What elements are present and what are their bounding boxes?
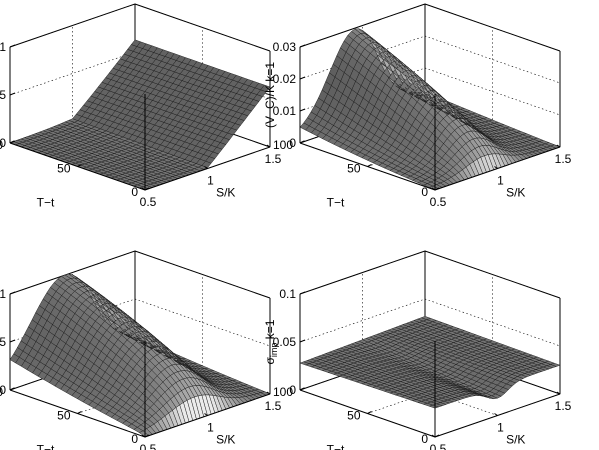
z-tick-label: 0.1 bbox=[279, 287, 296, 301]
surface-mesh bbox=[9, 273, 271, 438]
z-tick-label: 0 bbox=[0, 136, 6, 150]
x-axis-label: S/K bbox=[506, 185, 525, 199]
z-tick-label: 1 bbox=[0, 40, 6, 54]
x-tick-label: 1 bbox=[497, 174, 504, 188]
surface-mesh bbox=[299, 316, 561, 409]
y-axis-label: T−t bbox=[37, 443, 55, 450]
z-tick bbox=[299, 108, 306, 112]
x-tick bbox=[266, 144, 271, 148]
y-tick-label: 100 bbox=[0, 138, 3, 152]
x-tick-label: 0.5 bbox=[430, 442, 447, 450]
y-tick-label: 100 bbox=[273, 138, 293, 152]
box-edge bbox=[424, 250, 561, 299]
y-tick bbox=[77, 164, 82, 167]
y-tick bbox=[144, 187, 150, 191]
grid-line bbox=[299, 3, 561, 52]
x-axis-label: S/K bbox=[506, 432, 525, 446]
box-edge bbox=[9, 3, 136, 48]
y-axis-label: T−t bbox=[37, 196, 55, 210]
box-edge bbox=[299, 250, 426, 295]
z-tick bbox=[9, 44, 16, 48]
x-tick-label: 1 bbox=[207, 174, 214, 188]
x-tick bbox=[141, 187, 146, 191]
y-tick-label: 0 bbox=[131, 185, 138, 199]
y-tick-label: 0 bbox=[421, 185, 428, 199]
x-tick-label: 0.5 bbox=[140, 442, 157, 450]
x-tick-label: 1.5 bbox=[555, 399, 572, 413]
y-tick-label: 50 bbox=[57, 409, 71, 423]
x-tick bbox=[204, 166, 208, 169]
x-tick bbox=[494, 413, 498, 416]
y-tick bbox=[367, 164, 372, 167]
x-axis-label: S/K bbox=[216, 185, 235, 199]
y-axis-label: T−t bbox=[327, 196, 345, 210]
box-edge bbox=[134, 250, 271, 299]
grid-line bbox=[299, 250, 561, 299]
z-tick-label: 0.1 bbox=[0, 287, 6, 301]
y-tick-label: 0 bbox=[131, 432, 138, 446]
z-axis-label: (V−C)/K k=1 bbox=[263, 62, 277, 128]
surface-patch bbox=[260, 84, 271, 93]
z-axis-label: σimp k=1 bbox=[263, 319, 279, 364]
x-tick-label: 0.5 bbox=[140, 195, 157, 209]
z-tick bbox=[9, 92, 16, 96]
x-axis-label: S/K bbox=[216, 432, 235, 446]
x-tick-label: 1 bbox=[497, 421, 504, 435]
y-tick-label: 50 bbox=[347, 162, 361, 176]
z-tick-label: 0.03 bbox=[273, 40, 297, 54]
y-tick-label: 50 bbox=[347, 409, 361, 423]
x-tick-label: 1 bbox=[207, 421, 214, 435]
z-tick-label: 0.05 bbox=[0, 335, 6, 349]
box-edge bbox=[299, 3, 426, 48]
y-tick-label: 100 bbox=[273, 385, 293, 399]
z-tick bbox=[299, 76, 306, 80]
z-tick bbox=[299, 339, 306, 343]
z-tick bbox=[9, 339, 16, 343]
y-tick-label: 0 bbox=[421, 432, 428, 446]
box-edge bbox=[424, 3, 561, 52]
box-edge bbox=[134, 3, 271, 52]
surface-mesh bbox=[9, 39, 271, 191]
x-tick-label: 1.5 bbox=[265, 152, 282, 166]
y-tick bbox=[9, 140, 15, 144]
y-tick-label: 50 bbox=[57, 162, 71, 176]
y-tick bbox=[367, 411, 372, 414]
x-tick-label: 1.5 bbox=[265, 399, 282, 413]
x-tick-label: 0.5 bbox=[430, 195, 447, 209]
surface-panel-2: 00.010.020.030.511.5050100S/KT−t(V−C)/K … bbox=[263, 3, 572, 210]
surface-mesh bbox=[299, 28, 561, 191]
z-tick-label: 0.5 bbox=[0, 88, 6, 102]
x-tick-label: 1.5 bbox=[555, 152, 572, 166]
y-axis-label: T−t bbox=[327, 443, 345, 450]
y-tick-label: 100 bbox=[0, 385, 3, 399]
y-tick bbox=[77, 411, 82, 414]
